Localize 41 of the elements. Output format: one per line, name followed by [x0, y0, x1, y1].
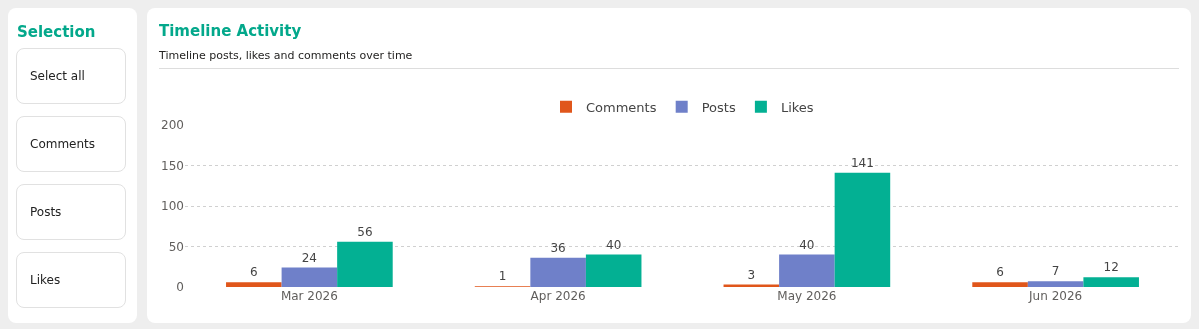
legend-label: Likes	[780, 99, 814, 115]
text: Selection	[17, 23, 96, 41]
bar	[530, 257, 586, 287]
bar	[1083, 277, 1139, 287]
bar	[226, 282, 282, 287]
legend-label: Posts	[701, 99, 736, 115]
x-tick-label: Mar 2026	[280, 289, 338, 303]
y-tick-label: 50	[168, 239, 184, 254]
data-label: 36	[550, 240, 566, 255]
bar	[585, 254, 642, 287]
data-label: 3	[747, 267, 756, 282]
selection-button[interactable]: Comments	[16, 116, 126, 172]
data-label: 6	[996, 265, 1004, 280]
data-label: 141	[850, 155, 874, 170]
data-label: 7	[1051, 264, 1060, 279]
data-label: 1	[498, 269, 507, 284]
x-tick-label: Apr 2026	[530, 289, 586, 303]
bar	[337, 241, 393, 287]
y-tick-label: 150	[161, 158, 184, 173]
selection-button[interactable]: Likes	[16, 252, 126, 308]
y-tick-label: 200	[161, 118, 184, 133]
data-label: 24	[301, 250, 318, 265]
legend-label: Comments	[586, 99, 657, 115]
x-tick-label: Jun 2026	[1028, 289, 1083, 303]
data-label: 56	[357, 224, 373, 239]
chart-subtitle: Timeline posts, likes and comments over time	[159, 49, 413, 62]
chart-title: Timeline Activity	[159, 22, 302, 40]
data-label: 40	[799, 237, 815, 252]
y-tick-label: 0	[176, 280, 184, 295]
data-label: 12	[1103, 260, 1119, 275]
x-tick-label: May 2026	[777, 289, 837, 303]
selection-button[interactable]: Posts	[16, 184, 126, 240]
bar	[1027, 281, 1084, 287]
bar	[972, 282, 1028, 287]
bar	[281, 267, 338, 287]
bar	[779, 254, 835, 287]
data-label: 6	[250, 265, 258, 280]
bar	[834, 172, 891, 287]
y-tick-label: 100	[161, 199, 184, 214]
selection-button[interactable]: Select all	[16, 48, 126, 104]
data-label: 40	[606, 237, 622, 252]
